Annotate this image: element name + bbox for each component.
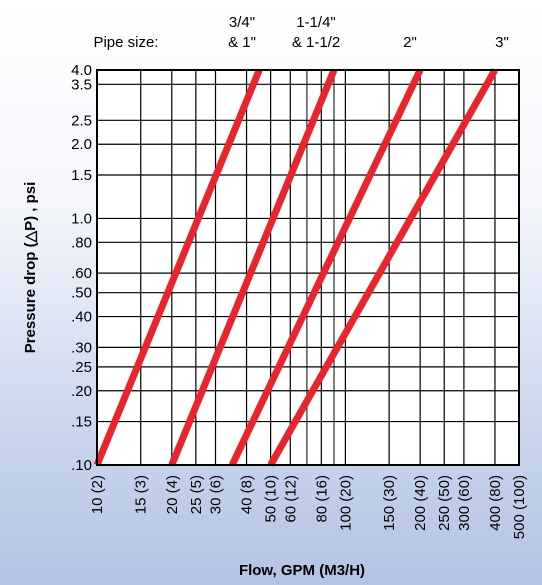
y-tick-label: .20 — [71, 383, 92, 400]
y-tick-label: 4.0 — [71, 62, 92, 79]
pipe-size-heading: Pipe size: — [93, 34, 158, 51]
x-tick-label: 300 (60) — [456, 475, 473, 531]
x-tick-labels: 10 (2) 15 (3) 20 (4) 25 (5) 30 (6) 40 (8) 50 (… — [89, 475, 528, 539]
y-tick-label: .25 — [71, 359, 92, 376]
y-tick-label: .60 — [71, 265, 92, 282]
x-tick-label: 15 (3) — [133, 475, 150, 514]
pipe-size-label: 2" — [403, 34, 417, 51]
y-tick-label: 2.5 — [71, 112, 92, 129]
y-tick-label: .30 — [71, 339, 92, 356]
x-tick-label: 150 (30) — [381, 475, 398, 531]
y-tick-label: .80 — [71, 234, 92, 251]
x-tick-label: 25 (5) — [188, 475, 205, 514]
y-axis-title: Pressure drop (△P) , psi — [22, 182, 39, 354]
series-line-1 — [168, 68, 338, 467]
x-tick-label: 10 (2) — [89, 475, 106, 514]
y-tick-label: 3.5 — [71, 76, 92, 93]
x-tick-label: 100 (20) — [337, 475, 354, 531]
y-tick-label: 1.0 — [71, 210, 92, 227]
x-tick-label: 500 (100) — [511, 475, 528, 539]
y-tick-label: .40 — [71, 309, 92, 326]
series-group — [93, 68, 498, 467]
pipe-size-label: 1-1/4" — [296, 14, 336, 31]
x-tick-label: 200 (40) — [412, 475, 429, 531]
y-tick-label: .10 — [71, 457, 92, 474]
plot-frame — [96, 69, 520, 466]
pipe-size-label: & 1-1/2 — [292, 34, 340, 51]
x-axis-title: Flow, GPM (M3/H) — [239, 562, 365, 579]
y-tick-label: .15 — [71, 414, 92, 431]
pipe-size-labels: Pipe size: 3/4" & 1" 1-1/4" & 1-1/2 2" 3" — [93, 14, 508, 51]
x-tick-label: 60 (12) — [282, 475, 299, 523]
y-tick-label: 2.0 — [71, 136, 92, 153]
pipe-size-label: 3" — [495, 34, 509, 51]
y-tick-label: .50 — [71, 285, 92, 302]
pipe-size-label: 3/4" — [229, 14, 255, 31]
y-tick-labels: .10 .15 .20 .25 .30 .40 .50 .60 .80 1.0 1.5 2.0 2.5 3… — [71, 62, 92, 474]
grid — [96, 69, 520, 466]
series-line-3 — [267, 68, 498, 467]
x-tick-label: 50 (10) — [263, 475, 280, 523]
x-tick-label: 40 (8) — [239, 475, 256, 514]
x-tick-label: 30 (6) — [208, 475, 225, 514]
x-tick-label: 20 (4) — [164, 475, 181, 514]
x-tick-label: 80 (16) — [313, 475, 330, 523]
x-tick-label: 400 (80) — [487, 475, 504, 531]
y-tick-label: 1.5 — [71, 167, 92, 184]
x-tick-label: 250 (50) — [436, 475, 453, 531]
series-line-2 — [228, 68, 424, 467]
series-line-0 — [93, 68, 263, 467]
pipe-size-label: & 1" — [228, 34, 256, 51]
